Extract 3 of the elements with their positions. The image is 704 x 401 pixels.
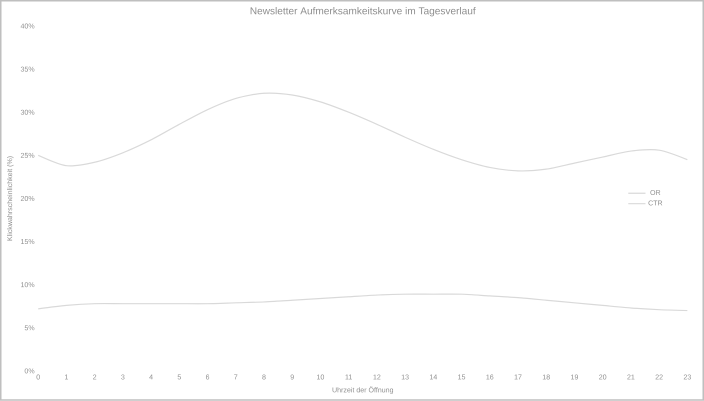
line-series <box>38 92 688 172</box>
chart-title: Newsletter Aufmerksamkeitskurve im Tagesverlauf <box>250 7 476 16</box>
line-series <box>38 294 688 312</box>
